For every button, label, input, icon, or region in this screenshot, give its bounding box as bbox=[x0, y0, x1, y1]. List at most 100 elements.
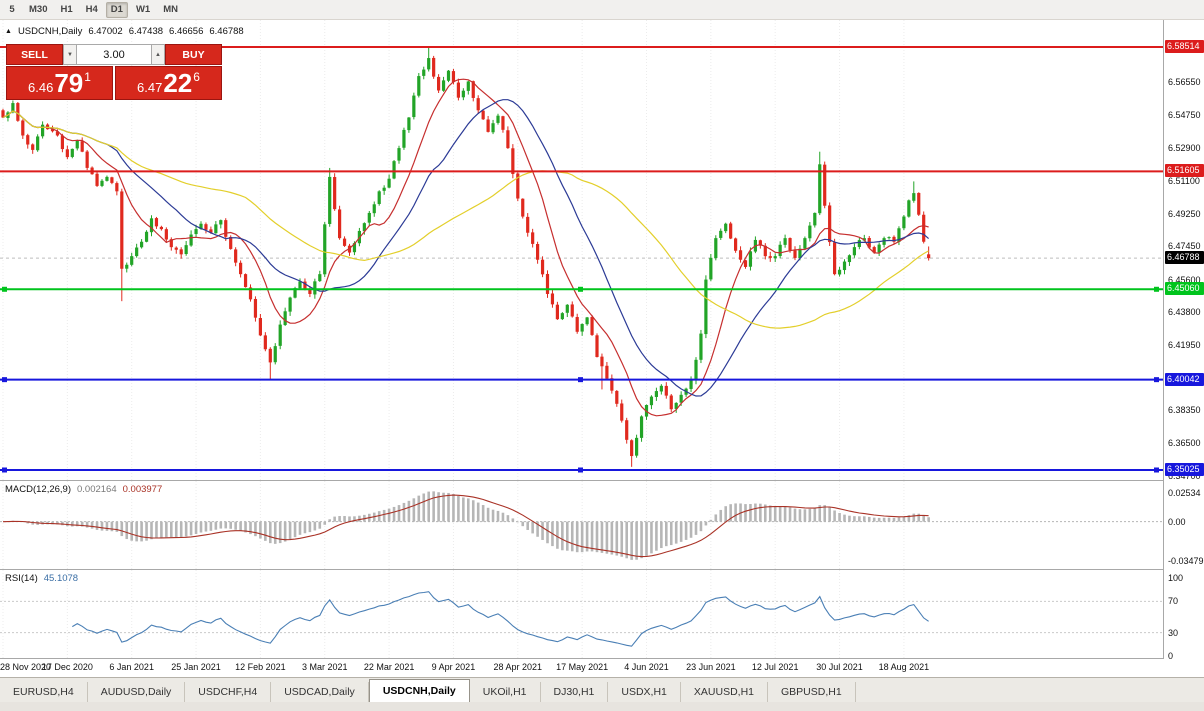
price-chart[interactable] bbox=[0, 20, 1163, 480]
chart-tab-audusd[interactable]: AUDUSD,Daily bbox=[88, 682, 186, 702]
lot-size-input[interactable] bbox=[77, 44, 151, 65]
level-handle[interactable] bbox=[2, 467, 7, 473]
macd-axis-label: 0.00 bbox=[1168, 516, 1186, 527]
macd-axis-label: 0.02534 bbox=[1168, 488, 1201, 498]
sell-button[interactable]: SELL bbox=[6, 44, 63, 65]
price-level-tag: 6.40042 bbox=[1165, 372, 1204, 386]
moving-average-fast bbox=[2, 78, 929, 417]
rsi-axis-label: 30 bbox=[1168, 627, 1179, 638]
price-axis-label: 6.38350 bbox=[1168, 405, 1201, 416]
buy-price-display[interactable]: 6.47 22 6 bbox=[115, 66, 222, 100]
pane-splitter[interactable] bbox=[0, 658, 1204, 659]
price-level-tag: 6.58514 bbox=[1165, 40, 1204, 53]
date-label: 22 Mar 2021 bbox=[363, 662, 415, 672]
date-label: 9 Apr 2021 bbox=[431, 662, 476, 672]
level-handle[interactable] bbox=[1154, 377, 1159, 383]
ohlc-low-value: 6.46656 bbox=[169, 26, 204, 37]
price-axis[interactable]: 6.56550 6.54750 6.52900 6.51100 6.49250 6.474… bbox=[1163, 20, 1204, 661]
level-handle[interactable] bbox=[2, 377, 7, 383]
rsi-indicator-chart[interactable] bbox=[0, 570, 1163, 658]
buy-price-small: 6.47 bbox=[137, 80, 163, 95]
chart-tab-bar: EURUSD,H4 AUDUSD,Daily USDCHF,H4 USDCAD,Dai… bbox=[0, 677, 1204, 702]
buy-button[interactable]: BUY bbox=[165, 44, 222, 65]
timeframe-button-h1[interactable]: H1 bbox=[60, 4, 73, 15]
date-label: 23 Jun 2021 bbox=[686, 662, 736, 672]
level-handle[interactable] bbox=[2, 286, 7, 292]
price-axis-label: 6.56550 bbox=[1168, 77, 1201, 88]
date-label: 18 Aug 2021 bbox=[878, 662, 930, 672]
price-axis-label: 6.43800 bbox=[1168, 306, 1201, 317]
date-label: 17 May 2021 bbox=[556, 662, 609, 672]
rsi-axis-label: 0 bbox=[1168, 651, 1174, 661]
date-label: 12 Feb 2021 bbox=[235, 662, 286, 672]
sell-price-big: 79 bbox=[54, 68, 84, 99]
date-label: 4 Jun 2021 bbox=[624, 662, 669, 672]
rsi-axis-label: 70 bbox=[1168, 596, 1179, 607]
chart-symbol-label: USDCNH,Daily bbox=[17, 26, 83, 37]
one-click-trading-panel: SELL ▼ ▲ BUY 6.46 79 1 6.47 22 6 bbox=[6, 44, 222, 100]
ohlc-open-value: 6.47002 bbox=[88, 26, 123, 37]
buy-price-sup: 6 bbox=[193, 70, 200, 84]
ohlc-close-value: 6.46788 bbox=[209, 26, 244, 37]
chart-tab-gbpusd[interactable]: GBPUSD,H1 bbox=[768, 682, 856, 702]
lot-increase-button[interactable]: ▲ bbox=[151, 44, 165, 65]
rsi-axis-label: 100 bbox=[1168, 573, 1184, 583]
level-handle[interactable] bbox=[578, 377, 583, 383]
price-axis-label: 6.36500 bbox=[1168, 438, 1201, 449]
level-handle[interactable] bbox=[1154, 286, 1159, 292]
level-handle[interactable] bbox=[578, 286, 583, 292]
price-axis-label: 6.51100 bbox=[1168, 175, 1200, 186]
macd-indicator-header: MACD(12,26,9) 0.002164 0.003977 bbox=[5, 484, 162, 495]
timeframe-button-mn[interactable]: MN bbox=[163, 4, 178, 15]
chart-tab-xauusd[interactable]: XAUUSD,H1 bbox=[681, 682, 768, 702]
chart-ohlc-header: ▲ USDCNH,Daily 6.47002 6.47438 6.46656 6… bbox=[5, 26, 244, 38]
sell-price-display[interactable]: 6.46 79 1 bbox=[6, 66, 113, 100]
chart-symbol-icon: ▲ bbox=[5, 28, 12, 35]
lot-decrease-button[interactable]: ▼ bbox=[63, 44, 77, 65]
time-axis[interactable]: 28 Nov 2020 17 Dec 2020 6 Jan 2021 25 Jan 2… bbox=[0, 659, 1163, 677]
timeframe-button-5[interactable]: 5 bbox=[9, 4, 15, 15]
timeframe-button-m30[interactable]: M30 bbox=[29, 4, 48, 15]
timeframe-button-w1[interactable]: W1 bbox=[135, 4, 151, 15]
macd-signal-value: 0.003977 bbox=[122, 484, 163, 495]
macd-main-value: 0.002164 bbox=[77, 484, 117, 495]
chart-tab-eurusd[interactable]: EURUSD,H4 bbox=[0, 682, 88, 702]
pane-splitter[interactable] bbox=[0, 480, 1204, 481]
chart-tab-usdx[interactable]: USDX,H1 bbox=[608, 682, 681, 702]
macd-signal-line bbox=[2, 494, 929, 558]
date-label: 17 Dec 2020 bbox=[41, 662, 93, 672]
level-handle[interactable] bbox=[578, 467, 583, 473]
pane-splitter[interactable] bbox=[0, 569, 1204, 570]
level-handle[interactable] bbox=[1154, 467, 1159, 473]
trade-panel-prices: 6.46 79 1 6.47 22 6 bbox=[6, 66, 222, 100]
date-label: 28 Apr 2021 bbox=[493, 662, 543, 672]
macd-axis-label: -0.03479 bbox=[1168, 556, 1204, 566]
chart-tab-ukoil[interactable]: UKOil,H1 bbox=[470, 682, 541, 702]
timeframe-button-h4[interactable]: H4 bbox=[85, 4, 98, 15]
timeframe-toolbar: 5 M30 H1 H4 D1 W1 MN bbox=[0, 0, 1204, 20]
price-axis-label: 6.41950 bbox=[1168, 340, 1201, 351]
chart-tab-usdchf[interactable]: USDCHF,H4 bbox=[185, 682, 272, 702]
rsi-indicator-header: RSI(14) 45.1078 bbox=[5, 573, 78, 584]
date-label: 12 Jul 2021 bbox=[751, 662, 799, 672]
date-label: 6 Jan 2021 bbox=[109, 662, 154, 672]
rsi-title: RSI(14) bbox=[5, 573, 38, 584]
timeframe-button-d1[interactable]: D1 bbox=[105, 1, 128, 18]
chart-tab-dj30[interactable]: DJ30,H1 bbox=[541, 682, 609, 702]
price-axis-label: 6.52900 bbox=[1168, 143, 1201, 154]
current-price-tag: 6.46788 bbox=[1165, 251, 1204, 265]
buy-price-big: 22 bbox=[163, 68, 193, 99]
date-label: 25 Jan 2021 bbox=[171, 662, 221, 672]
rsi-value: 45.1078 bbox=[43, 573, 79, 584]
macd-indicator-chart[interactable] bbox=[0, 481, 1163, 569]
date-label: 3 Mar 2021 bbox=[301, 662, 348, 672]
price-level-tag: 6.35025 bbox=[1165, 463, 1204, 476]
chart-tab-usdcad[interactable]: USDCAD,Daily bbox=[271, 682, 369, 702]
chart-tab-usdcnh[interactable]: USDCNH,Daily bbox=[368, 679, 470, 702]
price-level-tag: 6.45060 bbox=[1165, 282, 1204, 296]
trade-panel-controls: SELL ▼ ▲ BUY bbox=[6, 44, 222, 65]
ohlc-high-value: 6.47438 bbox=[128, 26, 164, 37]
price-axis-label: 6.49250 bbox=[1168, 208, 1201, 219]
rsi-line bbox=[72, 591, 929, 647]
